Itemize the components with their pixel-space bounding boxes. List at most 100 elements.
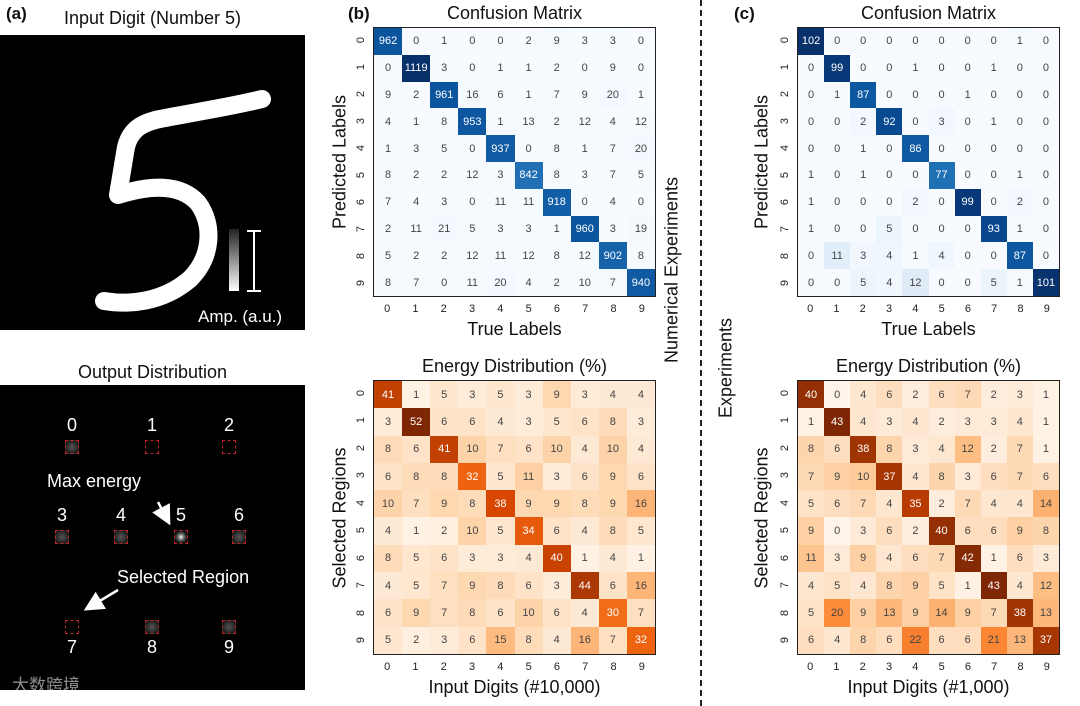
heatmap-cell: 2 bbox=[374, 215, 403, 243]
heatmap-cell: 20 bbox=[626, 135, 655, 162]
heatmap-cell: 3 bbox=[980, 408, 1007, 436]
experiments-label: Experiments bbox=[715, 317, 736, 419]
b-energy-ytick: 7 bbox=[355, 582, 367, 589]
heatmap-cell: 0 bbox=[486, 28, 515, 55]
heatmap-cell: 2 bbox=[542, 108, 571, 136]
heatmap-cell: 0 bbox=[626, 54, 655, 82]
heatmap-cell: 4 bbox=[902, 408, 929, 436]
heatmap-cell: 2 bbox=[980, 381, 1007, 409]
heatmap-cell: 4 bbox=[850, 408, 877, 436]
digit-five-shape bbox=[95, 90, 271, 312]
heatmap-cell: 0 bbox=[980, 81, 1007, 109]
c-confusion-xtick: 7 bbox=[991, 303, 998, 315]
b-energy-xtick: 1 bbox=[412, 661, 419, 673]
heatmap-cell: 14 bbox=[928, 599, 955, 627]
b-energy-xtick: 7 bbox=[582, 661, 589, 673]
c-energy-xtick: 8 bbox=[1017, 661, 1024, 673]
heatmap-cell: 10 bbox=[850, 462, 877, 491]
b-confusion-xtick: 1 bbox=[412, 303, 419, 315]
heatmap-cell: 0 bbox=[928, 215, 955, 243]
heatmap-cell: 8 bbox=[430, 108, 459, 136]
heatmap-cell: 1 bbox=[1032, 408, 1059, 436]
heatmap-cell: 8 bbox=[542, 242, 571, 270]
heatmap-cell: 6 bbox=[514, 572, 543, 600]
heatmap-cell: 3 bbox=[570, 28, 599, 55]
c-energy-xtick: 2 bbox=[859, 661, 866, 673]
heatmap-cell: 0 bbox=[1032, 54, 1059, 82]
heatmap-cell: 4 bbox=[598, 108, 627, 136]
heatmap-cell: 9 bbox=[824, 462, 851, 491]
heatmap-cell: 11 bbox=[798, 544, 825, 573]
heatmap-cell: 6 bbox=[954, 517, 981, 545]
heatmap-cell: 3 bbox=[598, 215, 627, 243]
heatmap-cell: 0 bbox=[876, 81, 903, 109]
heatmap-cell: 0 bbox=[824, 28, 851, 55]
heatmap-cell: 6 bbox=[626, 462, 655, 491]
heatmap-cell: 6 bbox=[430, 544, 459, 573]
heatmap-cell: 12 bbox=[954, 435, 981, 463]
heatmap-cell: 4 bbox=[570, 599, 599, 627]
heatmap-cell: 1 bbox=[980, 108, 1007, 136]
heatmap-cell: 37 bbox=[1032, 626, 1059, 654]
heatmap-cell: 2 bbox=[1006, 188, 1033, 216]
heatmap-cell: 1 bbox=[798, 161, 825, 189]
heatmap-cell: 6 bbox=[570, 408, 599, 436]
heatmap-cell: 38 bbox=[850, 435, 877, 463]
heatmap-cell: 4 bbox=[598, 188, 627, 216]
heatmap-cell: 3 bbox=[542, 572, 571, 600]
heatmap-cell: 4 bbox=[876, 490, 903, 518]
heatmap-cell: 7 bbox=[1006, 462, 1033, 491]
heatmap-cell: 4 bbox=[374, 108, 403, 136]
heatmap-cell: 9 bbox=[1006, 517, 1033, 545]
heatmap-cell: 4 bbox=[824, 626, 851, 654]
heatmap-cell: 3 bbox=[514, 408, 543, 436]
heatmap-cell: 6 bbox=[1032, 462, 1059, 491]
region-label-0: 0 bbox=[66, 415, 78, 435]
heatmap-cell: 1 bbox=[798, 215, 825, 243]
heatmap-cell: 9 bbox=[570, 81, 599, 109]
c-energy-ytick: 6 bbox=[779, 554, 791, 561]
heatmap-cell: 2 bbox=[902, 517, 929, 545]
heatmap-cell: 9 bbox=[542, 28, 571, 55]
heatmap-cell: 2 bbox=[402, 81, 431, 109]
max-energy-arrow bbox=[152, 501, 171, 526]
heatmap-cell: 8 bbox=[876, 572, 903, 600]
heatmap-cell: 0 bbox=[876, 28, 903, 55]
c-energy-xtick: 6 bbox=[964, 661, 971, 673]
heatmap-cell: 8 bbox=[458, 599, 487, 627]
heatmap-cell: 8 bbox=[570, 490, 599, 518]
b-confusion-xtick: 5 bbox=[525, 303, 532, 315]
heatmap-cell: 3 bbox=[486, 215, 515, 243]
b-energy-xlabel: Input Digits (#10,000) bbox=[428, 677, 601, 697]
c-confusion-ytick: 9 bbox=[779, 279, 791, 286]
heatmap-cell: 0 bbox=[514, 135, 543, 162]
heatmap-cell: 9 bbox=[598, 54, 627, 82]
heatmap-cell: 7 bbox=[402, 490, 431, 518]
heatmap-cell: 38 bbox=[1006, 599, 1033, 627]
heatmap-cell: 0 bbox=[824, 381, 851, 409]
heatmap-cell: 2 bbox=[542, 54, 571, 82]
heatmap-cell: 12 bbox=[570, 242, 599, 270]
c-energy-xtick: 4 bbox=[912, 661, 919, 673]
heatmap-cell: 0 bbox=[1032, 135, 1059, 162]
input-digit-title: Input Digit (Number 5) bbox=[63, 8, 242, 28]
heatmap-cell: 1 bbox=[1006, 161, 1033, 189]
heatmap-cell: 4 bbox=[570, 517, 599, 545]
c-energy-xtick: 0 bbox=[807, 661, 814, 673]
heatmap-cell: 0 bbox=[1006, 81, 1033, 109]
heatmap-cell: 37 bbox=[876, 462, 903, 491]
heatmap-cell: 2 bbox=[514, 28, 543, 55]
heatmap-cell: 0 bbox=[1006, 54, 1033, 82]
c-energy-xtick: 9 bbox=[1043, 661, 1050, 673]
heatmap-cell: 2 bbox=[542, 269, 571, 296]
b-confusion-xtick: 0 bbox=[384, 303, 391, 315]
region-box-0 bbox=[65, 440, 79, 454]
heatmap-cell: 1 bbox=[980, 544, 1007, 573]
heatmap-cell: 1 bbox=[850, 135, 877, 162]
heatmap-cell: 0 bbox=[824, 161, 851, 189]
heatmap-cell: 960 bbox=[570, 215, 599, 243]
heatmap-cell: 20 bbox=[486, 269, 515, 296]
heatmap-cell: 3 bbox=[514, 381, 543, 409]
heatmap-cell: 9 bbox=[850, 599, 877, 627]
heatmap-cell: 3 bbox=[514, 215, 543, 243]
